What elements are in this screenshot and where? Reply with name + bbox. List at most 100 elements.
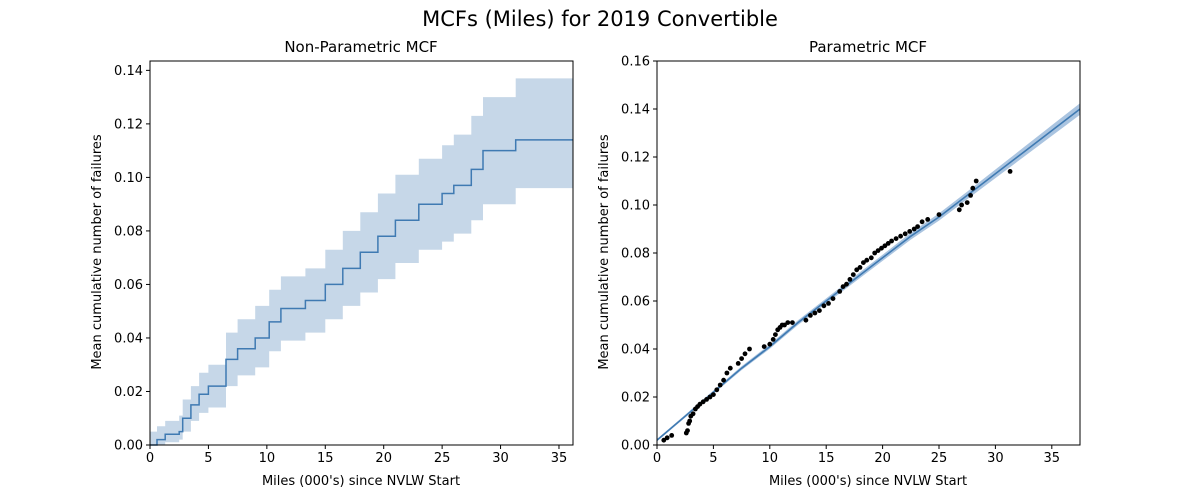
p-fit-confidence-band: [657, 103, 1080, 442]
p-data-point: [844, 281, 849, 287]
np-y-tick-label: 0.04: [114, 331, 143, 346]
p-data-point: [959, 202, 964, 208]
p-data-point: [821, 303, 827, 309]
p-data-point: [840, 284, 846, 289]
p-x-tick-label: 5: [709, 451, 717, 466]
y-axis-label-parametric: Mean cumulative number of failures: [597, 134, 612, 370]
non-parametric-mcf-plot: Non-Parametric MCF Miles (000's) since N…: [90, 38, 574, 489]
p-data-point: [661, 437, 667, 443]
p-x-tick-label: 25: [931, 451, 948, 466]
parametric-mcf-plot: Parametric MCF Miles (000's) since NVLW …: [597, 38, 1081, 489]
p-data-point: [925, 217, 931, 222]
p-data-point: [770, 337, 776, 342]
p-data-point: [782, 322, 787, 328]
p-data-point: [721, 377, 726, 383]
p-x-tick-label: 15: [818, 451, 835, 466]
p-data-point: [936, 212, 942, 218]
p-data-point: [854, 267, 860, 273]
np-y-tick-label: 0.00: [114, 439, 143, 454]
p-y-tick-label: 0.00: [621, 439, 650, 454]
np-y-tick-label: 0.02: [114, 385, 143, 400]
p-data-point: [785, 320, 791, 325]
p-data-point: [889, 238, 894, 244]
p-data-point: [700, 399, 706, 405]
p-data-point: [830, 296, 836, 301]
x-axis-label-parametric: Miles (000's) since NVLW Start: [769, 474, 967, 489]
p-x-tick-label: 35: [1044, 451, 1061, 466]
p-data-point: [711, 392, 716, 397]
np-x-tick-label: 35: [551, 451, 568, 466]
p-data-point: [864, 257, 870, 263]
p-data-point: [817, 308, 822, 313]
p-data-point: [911, 226, 917, 232]
p-data-point: [857, 265, 863, 270]
p-data-point: [685, 428, 690, 433]
p-data-point: [875, 248, 881, 254]
np-x-tick-label: 30: [492, 451, 509, 466]
p-x-tick-label: 10: [762, 451, 779, 466]
plot-title-parametric: Parametric MCF: [809, 38, 927, 56]
p-data-point: [803, 317, 809, 323]
p-data-point: [747, 346, 752, 352]
p-data-point: [714, 387, 720, 393]
p-data-point: [724, 370, 730, 376]
p-data-point: [885, 241, 891, 246]
np-y-tick-label: 0.10: [114, 171, 143, 186]
p-data-point: [697, 401, 703, 407]
y-axis-label-non-parametric: Mean cumulative number of failures: [90, 134, 105, 370]
p-data-point: [742, 351, 748, 357]
p-data-point: [808, 313, 813, 318]
p-data-point: [861, 260, 866, 265]
p-data-point: [919, 219, 925, 225]
p-y-tick-label: 0.06: [621, 295, 650, 310]
p-data-point: [970, 185, 976, 191]
np-x-tick-label: 20: [375, 451, 392, 466]
p-data-point: [707, 394, 713, 400]
p-y-tick-label: 0.08: [621, 247, 650, 262]
p-data-point: [915, 224, 920, 230]
p-data-point: [761, 344, 767, 349]
p-data-point: [968, 193, 973, 198]
p-data-point: [973, 178, 979, 184]
p-data-point: [898, 233, 903, 239]
np-x-tick-label: 15: [317, 451, 334, 466]
plot-title-non-parametric: Non-Parametric MCF: [284, 38, 437, 56]
p-data-point: [850, 272, 856, 277]
p-plot-area: [657, 103, 1080, 443]
p-fit-line: [657, 108, 1080, 441]
p-data-point: [727, 365, 733, 371]
p-data-point: [882, 243, 888, 249]
p-y-tick-label: 0.14: [621, 103, 650, 118]
p-data-point: [1007, 169, 1013, 174]
np-confidence-band: [150, 78, 573, 446]
p-data-point: [879, 245, 884, 251]
p-data-point: [690, 411, 696, 417]
p-y-tick-label: 0.02: [621, 391, 650, 406]
p-data-point: [669, 433, 675, 438]
p-y-tick-label: 0.04: [621, 343, 650, 358]
np-x-tick-label: 25: [434, 451, 451, 466]
p-data-point: [847, 277, 853, 282]
np-y-tick-label: 0.08: [114, 224, 143, 239]
p-data-point: [956, 207, 962, 213]
p-data-point: [773, 332, 778, 337]
p-x-tick-label: 0: [653, 451, 661, 466]
np-y-tick-label: 0.06: [114, 278, 143, 293]
p-data-point: [664, 435, 670, 441]
p-y-tick-label: 0.12: [621, 151, 650, 166]
p-data-point: [739, 356, 744, 361]
np-x-tick-label: 5: [204, 451, 212, 466]
p-data-point: [687, 418, 693, 424]
np-y-tick-label: 0.12: [114, 117, 143, 132]
p-data-point: [704, 397, 709, 402]
p-data-point: [812, 310, 818, 316]
p-data-point: [868, 255, 874, 261]
p-y-tick-label: 0.16: [621, 55, 650, 70]
p-data-point: [872, 250, 878, 256]
p-data-point: [735, 361, 741, 366]
np-axes-frame: [149, 60, 574, 446]
p-data-point: [790, 320, 795, 325]
figure-title: MCFs (Miles) for 2019 Convertible: [422, 7, 778, 31]
